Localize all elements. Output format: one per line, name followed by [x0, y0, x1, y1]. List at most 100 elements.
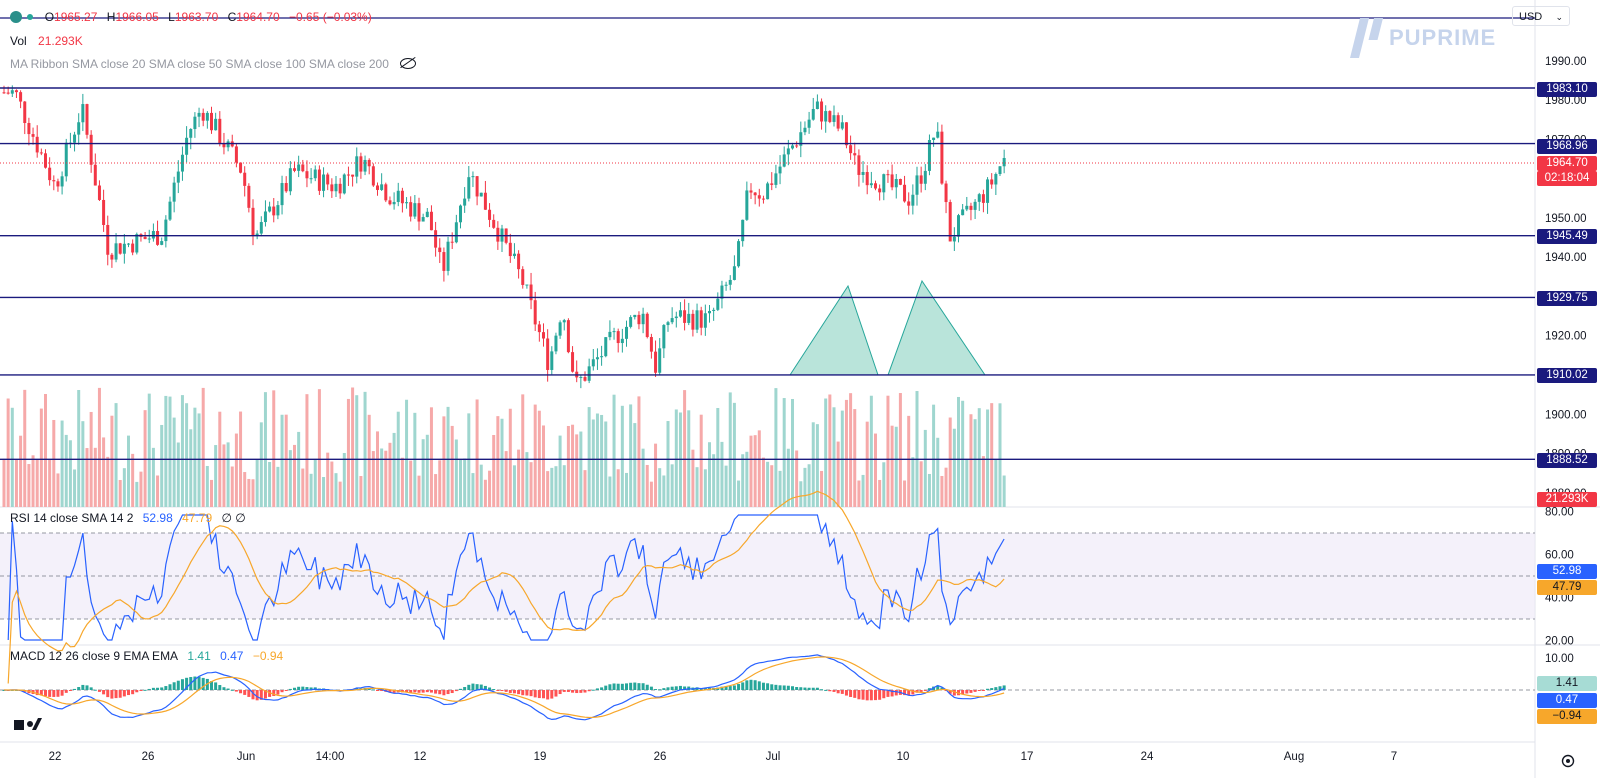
volume-bar — [135, 481, 139, 507]
candle-body — [562, 320, 566, 323]
time-tick-label: Jun — [237, 751, 256, 763]
candle-body — [894, 179, 898, 188]
macd-hist-bar — [151, 687, 155, 690]
macd-hist-bar — [164, 686, 168, 690]
candle-body — [633, 314, 637, 318]
ohlc-legend[interactable]: O1965.27 H1966.05 L1963.70 C1964.70 −0.6… — [10, 10, 378, 24]
candle-body — [81, 104, 85, 123]
macd-hist-bar — [135, 690, 139, 693]
macd-hist-bar — [185, 677, 189, 690]
ma-ribbon-legend[interactable]: MA Ribbon SMA close 20 SMA close 50 SMA … — [10, 56, 417, 71]
volume-bar — [595, 413, 599, 507]
candle-body — [488, 209, 492, 220]
price-tick-label: 1980.00 — [1545, 95, 1587, 107]
macd-hist-bar — [454, 690, 458, 692]
candle-body — [467, 177, 471, 199]
macd-hist-bar — [85, 685, 89, 690]
level-tag-1945[interactable]: 1945.49 — [1537, 229, 1597, 244]
candle-body — [517, 253, 521, 270]
macd-hist-bar — [732, 685, 736, 690]
macd-hist-tag: 1.41 — [1537, 676, 1597, 691]
macd-hist-bar — [654, 689, 658, 691]
rsi-legend[interactable]: RSI 14 close SMA 14 2 52.98 47.79 ∅ ∅ — [10, 511, 246, 525]
candle-body — [185, 137, 189, 155]
volume-bar — [417, 475, 421, 507]
pattern-triangle-left[interactable] — [789, 284, 879, 376]
time-tick-label: 26 — [654, 751, 667, 763]
price-axis[interactable]: 1990.001980.001970.001960.001950.001940.… — [1545, 56, 1587, 500]
macd-hist-bar — [483, 685, 487, 690]
volume-bar — [276, 466, 280, 507]
rsi-tag: 52.98 — [1537, 564, 1597, 579]
candle-body — [413, 203, 417, 217]
volume-bar — [496, 416, 500, 507]
macd-hist-bar — [139, 690, 143, 691]
volume-bar — [56, 473, 60, 507]
candle-body — [6, 92, 10, 94]
candle-body — [844, 122, 848, 146]
candle-body — [85, 104, 89, 135]
volume-bar — [334, 473, 338, 507]
candle-body — [919, 175, 923, 184]
macd-hist-bar — [782, 685, 786, 690]
candle-body — [284, 183, 288, 192]
settings-gear-icon[interactable] — [1561, 754, 1575, 768]
level-tag-1983[interactable]: 1983.10 — [1537, 82, 1597, 97]
level-tag-1968[interactable]: 1968.96 — [1537, 139, 1597, 154]
candle-body — [795, 145, 799, 147]
macd-hist-bar — [77, 687, 81, 690]
volume-bar — [907, 415, 911, 507]
last-price-tag[interactable]: 1964.70 — [1537, 156, 1597, 171]
eye-hidden-icon[interactable] — [400, 56, 417, 69]
macd-hist-bar — [114, 690, 118, 699]
volume-bar — [857, 480, 861, 507]
volume-bar — [654, 443, 658, 507]
candle-body — [479, 192, 483, 197]
level-tag-1888[interactable]: 1888.52 — [1537, 453, 1597, 468]
brand-name: PUPRIME — [1389, 25, 1497, 50]
tradingview-logo-icon[interactable] — [14, 718, 42, 730]
macd-hist-bar — [521, 690, 525, 696]
level-tag-1910[interactable]: 1910.02 — [1537, 368, 1597, 383]
pattern-triangle-right[interactable] — [887, 279, 986, 376]
double-top-pattern[interactable] — [789, 279, 986, 376]
candle-body — [952, 236, 956, 242]
candle-body — [334, 183, 338, 192]
volume-bar — [434, 474, 438, 507]
macd-hist-bar — [106, 690, 110, 698]
macd-hist-bar — [471, 683, 475, 690]
symbol-badge[interactable] — [10, 11, 22, 23]
candle-body — [791, 145, 794, 149]
candle-body — [595, 357, 599, 360]
candle-body — [243, 172, 247, 186]
horizontal-levels[interactable] — [0, 87, 1535, 461]
currency-dropdown[interactable]: USD ⌄ — [1512, 6, 1570, 26]
macd-hist-bar — [434, 690, 438, 694]
volume-legend[interactable]: Vol 21.293K — [10, 34, 83, 48]
volume-bar — [180, 395, 184, 507]
candle-body — [64, 142, 68, 177]
candle-body — [521, 269, 525, 285]
volume-bar — [226, 442, 230, 507]
macd-hist-bar — [197, 676, 201, 690]
volume-bar — [346, 398, 350, 507]
time-axis[interactable]: 22 26 Jun 14:00 12 19 26 Jul 10 17 24 Aug 7 — [49, 751, 1398, 763]
candle-body — [508, 242, 512, 257]
level-tag-1929[interactable]: 1929.75 — [1537, 291, 1597, 306]
volume-bar — [288, 450, 292, 507]
candle-body — [853, 153, 857, 156]
macd-hist-value: 1.41 — [187, 649, 211, 663]
macd-hist-bar — [210, 681, 213, 690]
macd-hist-bar — [878, 690, 882, 700]
volume-bar — [1002, 475, 1006, 507]
macd-legend[interactable]: MACD 12 26 close 9 EMA EMA 1.41 0.47 −0.… — [10, 649, 283, 663]
macd-hist-bar — [529, 690, 533, 697]
volume-bar — [554, 466, 558, 507]
time-tick-label: 26 — [142, 751, 155, 763]
volume-bar — [737, 480, 741, 507]
candle-body — [268, 206, 272, 212]
volume-bar — [815, 424, 819, 507]
volume-bar — [782, 398, 786, 507]
candle-body — [542, 332, 545, 339]
